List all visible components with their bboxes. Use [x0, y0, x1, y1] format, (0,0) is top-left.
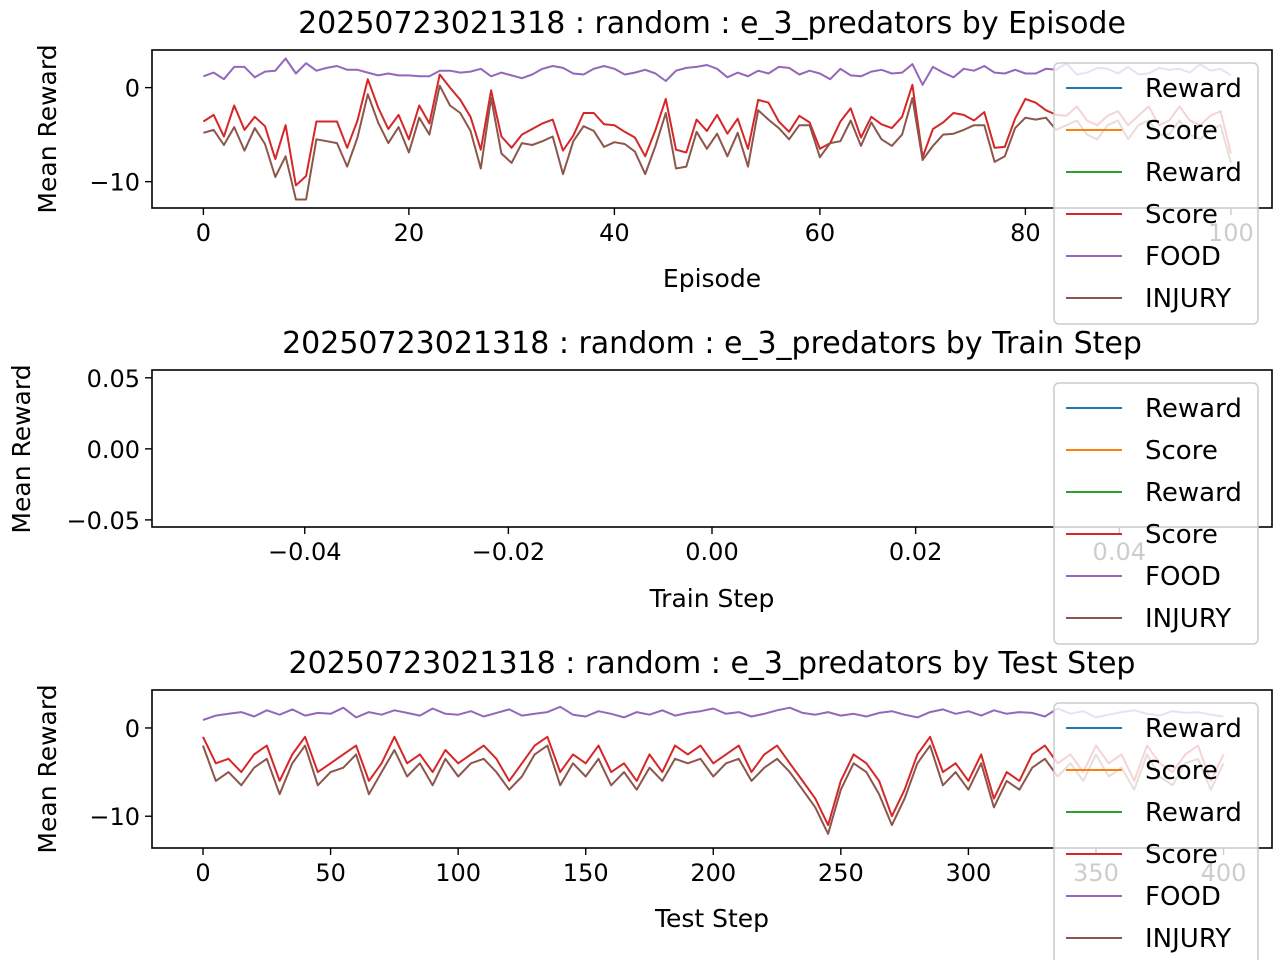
plot-frame	[151, 369, 1273, 528]
x-tick-label: 60	[805, 219, 836, 247]
y-axis-label: Mean Reward	[33, 44, 62, 213]
y-tick-label: −10	[89, 803, 140, 831]
x-tick-label: 0	[196, 219, 211, 247]
y-tick-label: 0	[125, 715, 140, 743]
legend-label: Reward	[1145, 158, 1242, 188]
x-axis-label: Train Step	[649, 584, 775, 613]
y-ticks: 0.05 0.00 −0.05	[66, 365, 152, 535]
legend-label: Reward	[1145, 714, 1242, 744]
legend-box	[1053, 382, 1259, 645]
legend: Reward Score Reward Score FOOD INJURY	[1053, 382, 1259, 645]
legend-label: Reward	[1145, 798, 1242, 828]
x-tick-label: 20	[394, 219, 425, 247]
legend: Reward Score Reward Score FOOD INJURY	[1053, 62, 1259, 325]
y-tick-label: −0.05	[66, 507, 140, 535]
x-tick-label: 0	[195, 859, 210, 887]
chart-title: 20250723021318 : random : e_3_predators …	[298, 6, 1126, 41]
y-ticks: 0 −10	[89, 75, 152, 197]
legend-label: Score	[1145, 200, 1218, 230]
y-tick-label: 0	[125, 75, 140, 103]
legend-label: INJURY	[1145, 284, 1231, 314]
x-tick-label: 250	[818, 859, 864, 887]
y-axis-label: Mean Reward	[7, 364, 36, 533]
legend-label: FOOD	[1145, 242, 1221, 272]
y-tick-label: −10	[89, 169, 140, 197]
panel-test-step: 20250723021318 : random : e_3_predators …	[33, 646, 1273, 964]
legend-label: Score	[1145, 520, 1218, 550]
chart-title: 20250723021318 : random : e_3_predators …	[282, 326, 1142, 361]
legend-label: Reward	[1145, 74, 1242, 104]
x-axis-label: Episode	[663, 264, 761, 293]
plot-frame	[151, 49, 1273, 209]
x-tick-label: 50	[315, 859, 346, 887]
legend-label: Reward	[1145, 394, 1242, 424]
x-tick-label: 200	[690, 859, 736, 887]
legend-label: INJURY	[1145, 924, 1231, 954]
chart-title: 20250723021318 : random : e_3_predators …	[289, 646, 1136, 681]
panel-episode: 20250723021318 : random : e_3_predators …	[33, 6, 1273, 325]
x-axis-label: Test Step	[654, 904, 769, 933]
panel-train-step: 20250723021318 : random : e_3_predators …	[7, 326, 1273, 645]
legend: Reward Score Reward Score FOOD INJURY	[1053, 702, 1259, 964]
legend-box	[1053, 702, 1259, 964]
x-tick-label: 80	[1010, 219, 1041, 247]
legend-label: Score	[1145, 840, 1218, 870]
legend-label: Score	[1145, 116, 1218, 146]
x-tick-label: 0.02	[889, 538, 942, 566]
x-tick-label: 40	[599, 219, 630, 247]
legend-label: Score	[1145, 436, 1218, 466]
legend-label: Reward	[1145, 478, 1242, 508]
legend-label: INJURY	[1145, 604, 1231, 634]
y-tick-label: 0.05	[87, 365, 140, 393]
legend-box	[1053, 62, 1259, 325]
x-tick-label: −0.04	[268, 538, 342, 566]
legend-label: Score	[1145, 756, 1218, 786]
x-tick-label: 150	[563, 859, 609, 887]
x-tick-label: 300	[945, 859, 991, 887]
x-tick-label: 0.00	[685, 538, 738, 566]
legend-label: FOOD	[1145, 882, 1221, 912]
plot-frame	[151, 689, 1273, 849]
legend-label: FOOD	[1145, 562, 1221, 592]
x-ticks: −0.04−0.020.000.020.04	[268, 527, 1146, 566]
x-tick-label: 100	[435, 859, 481, 887]
x-tick-label: −0.02	[472, 538, 546, 566]
y-axis-label: Mean Reward	[33, 684, 62, 853]
y-tick-label: 0.00	[87, 436, 140, 464]
y-ticks: 0 −10	[89, 715, 152, 831]
